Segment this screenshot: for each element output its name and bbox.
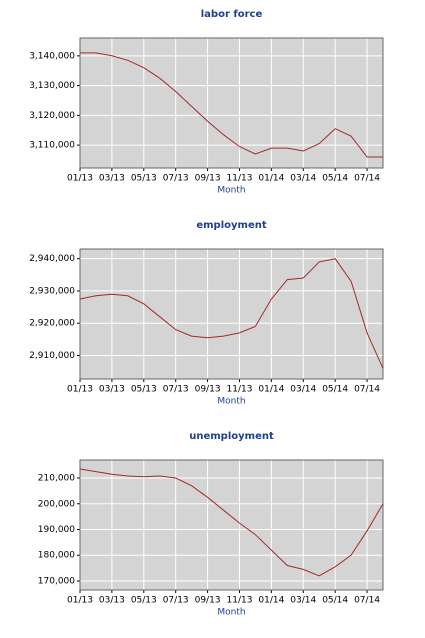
- x-tick-label: 01/14: [258, 596, 284, 606]
- x-tick-label: 09/13: [195, 174, 221, 184]
- y-tick-label: 190,000: [38, 525, 75, 535]
- chart-title: unemployment: [189, 431, 274, 442]
- x-tick-label: 05/14: [322, 596, 348, 606]
- y-tick-label: 2,920,000: [29, 319, 75, 329]
- x-tick-label: 07/14: [354, 385, 380, 395]
- chart-title: labor force: [201, 9, 263, 20]
- x-tick-label: 03/14: [290, 596, 316, 606]
- x-tick-label: 11/13: [227, 174, 253, 184]
- y-tick-label: 210,000: [38, 474, 75, 484]
- x-axis-label: Month: [217, 608, 245, 618]
- x-tick-label: 07/14: [354, 174, 380, 184]
- x-tick-label: 05/13: [131, 385, 157, 395]
- y-tick-label: 2,940,000: [29, 254, 75, 264]
- x-tick-label: 05/14: [322, 174, 348, 184]
- y-tick-label: 3,130,000: [29, 81, 75, 91]
- x-tick-label: 03/13: [99, 385, 125, 395]
- y-tick-label: 3,120,000: [29, 111, 75, 121]
- x-tick-label: 11/13: [227, 596, 253, 606]
- data-line: [80, 52, 383, 158]
- x-tick-label: 09/13: [195, 596, 221, 606]
- x-tick-label: 09/13: [195, 385, 221, 395]
- plot-area: [80, 249, 383, 379]
- y-tick-label: 3,110,000: [29, 141, 75, 151]
- x-tick-label: 01/13: [67, 174, 93, 184]
- x-axis-label: Month: [217, 186, 245, 196]
- x-tick-label: 03/14: [290, 385, 316, 395]
- x-tick-label: 03/13: [99, 596, 125, 606]
- x-tick-label: 01/13: [67, 596, 93, 606]
- y-tick-label: 2,930,000: [29, 286, 75, 296]
- y-tick-label: 2,910,000: [29, 351, 75, 361]
- data-line: [79, 258, 384, 369]
- x-tick-label: 11/13: [227, 385, 253, 395]
- x-tick-label: 07/13: [163, 385, 189, 395]
- y-tick-label: 180,000: [38, 551, 75, 561]
- x-tick-label: 01/14: [258, 174, 284, 184]
- x-axis-label: Month: [217, 397, 245, 407]
- plot-frame: [79, 248, 384, 380]
- x-tick-label: 03/13: [99, 174, 125, 184]
- x-tick-label: 05/13: [131, 174, 157, 184]
- data-line: [79, 468, 384, 577]
- chart-title: employment: [196, 220, 266, 231]
- x-tick-label: 07/13: [163, 596, 189, 606]
- y-tick-label: 3,140,000: [29, 51, 75, 61]
- plot-area: [80, 38, 383, 168]
- x-tick-label: 07/13: [163, 174, 189, 184]
- x-tick-label: 03/14: [290, 174, 316, 184]
- y-tick-label: 170,000: [38, 576, 75, 586]
- plot-frame: [79, 37, 384, 169]
- x-tick-label: 05/13: [131, 596, 157, 606]
- plot-area: [80, 460, 383, 590]
- x-tick-label: 01/14: [258, 385, 284, 395]
- x-tick-label: 01/13: [67, 385, 93, 395]
- y-tick-label: 200,000: [38, 499, 75, 509]
- plot-frame: [79, 459, 384, 591]
- x-tick-label: 05/14: [322, 385, 348, 395]
- x-tick-label: 07/14: [354, 596, 380, 606]
